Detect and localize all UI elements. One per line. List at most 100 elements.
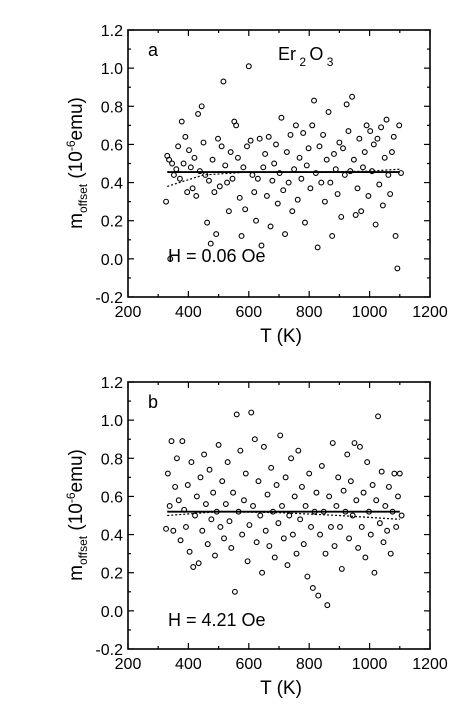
data-point xyxy=(323,156,330,163)
data-point xyxy=(245,63,252,70)
x-axis-label: T (K) xyxy=(260,678,302,699)
data-point xyxy=(396,470,403,477)
data-point xyxy=(172,483,179,490)
plot-frame xyxy=(127,381,431,650)
data-point xyxy=(331,151,337,157)
data-point xyxy=(215,441,222,448)
data-point xyxy=(387,550,394,557)
data-point xyxy=(195,110,202,117)
data-point xyxy=(338,565,345,572)
data-point xyxy=(354,185,361,192)
data-point xyxy=(299,483,305,490)
data-point xyxy=(244,143,250,150)
data-point xyxy=(179,438,186,445)
y-tick-label: 0.2 xyxy=(101,214,123,231)
data-point xyxy=(297,516,304,523)
data-point xyxy=(204,541,211,548)
data-point xyxy=(309,585,316,591)
data-point xyxy=(264,491,271,498)
data-point xyxy=(360,489,367,496)
data-point xyxy=(352,212,359,218)
data-point xyxy=(233,411,240,418)
data-point xyxy=(294,196,301,203)
data-point xyxy=(205,177,212,184)
data-point xyxy=(250,503,256,509)
data-point xyxy=(262,151,269,157)
data-point xyxy=(180,160,187,167)
data-point xyxy=(248,409,255,416)
data-point xyxy=(358,208,365,215)
data-point xyxy=(392,233,399,239)
data-point xyxy=(346,535,353,542)
data-point xyxy=(349,512,356,519)
data-point xyxy=(302,503,309,509)
data-point xyxy=(318,462,325,469)
data-point xyxy=(350,156,357,163)
data-point xyxy=(186,147,192,154)
data-point xyxy=(166,156,173,163)
data-point xyxy=(242,206,249,213)
y-tick-label: 1.0 xyxy=(101,61,123,78)
data-point xyxy=(395,493,401,500)
data-point xyxy=(207,240,214,247)
data-point xyxy=(273,482,280,488)
data-point xyxy=(188,459,195,466)
data-point xyxy=(209,156,216,163)
data-point xyxy=(228,544,235,551)
data-point xyxy=(224,179,231,186)
data-point xyxy=(300,541,307,548)
data-point xyxy=(376,181,383,188)
data-point xyxy=(334,191,341,197)
data-point xyxy=(356,135,363,142)
x-tick-label: 600 xyxy=(235,656,262,673)
data-point xyxy=(251,189,258,196)
data-point xyxy=(305,145,312,152)
data-point xyxy=(208,516,215,523)
data-point xyxy=(309,122,316,129)
data-point xyxy=(286,512,293,519)
data-point xyxy=(374,135,381,142)
data-point xyxy=(213,231,220,238)
data-point xyxy=(370,141,377,148)
data-point xyxy=(168,438,175,445)
data-point xyxy=(224,459,231,466)
data-point xyxy=(378,468,385,475)
x-tick-label: 400 xyxy=(175,656,202,673)
data-point xyxy=(211,189,218,196)
data-point xyxy=(379,202,386,209)
data-point xyxy=(263,192,270,199)
data-point xyxy=(375,413,382,420)
data-point xyxy=(340,487,347,494)
data-point xyxy=(326,493,333,500)
data-point xyxy=(169,160,176,167)
chart-panel-b: 200 400 600 800 1000 1200 -0.2 0.0 0.2 0.4 0.6 0.8 1… xyxy=(64,375,448,699)
data-point xyxy=(230,489,237,496)
data-point xyxy=(398,512,405,519)
data-point xyxy=(195,560,202,567)
data-point xyxy=(378,124,385,131)
x-tick-label: 600 xyxy=(235,304,262,321)
data-point xyxy=(341,171,348,178)
x-tick-label: 800 xyxy=(296,656,323,673)
y-tick-label: 0.8 xyxy=(101,451,123,468)
data-point xyxy=(216,183,223,190)
data-point xyxy=(262,527,269,534)
data-point xyxy=(385,483,392,490)
data-point xyxy=(384,527,391,534)
data-point xyxy=(293,550,300,557)
data-point xyxy=(191,154,198,161)
data-point xyxy=(351,440,358,446)
y-tick-label: -0.2 xyxy=(95,642,123,659)
data-point xyxy=(287,131,294,138)
data-point xyxy=(390,133,397,140)
x-tick-label: 1000 xyxy=(352,656,388,673)
data-point xyxy=(178,118,185,125)
data-point xyxy=(329,440,336,446)
data-point xyxy=(296,154,303,161)
compound-label: Er 2 O 3 xyxy=(278,44,334,69)
data-point xyxy=(170,527,177,534)
data-point xyxy=(308,523,314,530)
data-point xyxy=(260,443,267,450)
data-point xyxy=(285,179,292,186)
data-point xyxy=(187,164,194,171)
